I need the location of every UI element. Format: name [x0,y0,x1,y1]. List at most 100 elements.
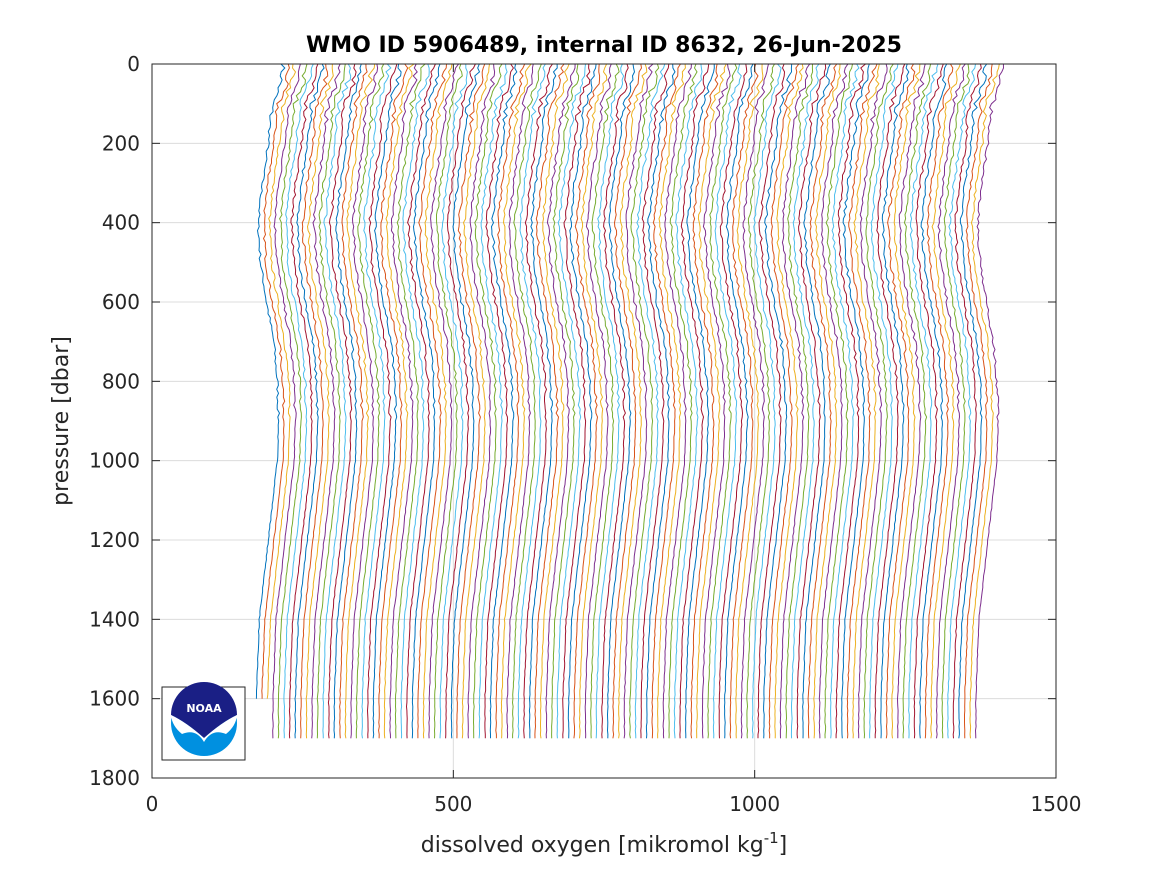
profile-line [405,63,436,739]
profile-line [740,63,769,739]
profile-line [696,63,727,739]
profile-line [729,63,759,739]
profile-line [746,63,775,739]
profile-line [422,63,453,739]
profile-line [300,63,329,739]
profile-line [428,63,459,739]
profile-line [885,63,916,739]
x-tick-label: 1500 [1031,792,1082,816]
profile-line [528,63,558,739]
profile-line [445,63,476,739]
profile-line [841,63,870,739]
profile-line [489,63,518,739]
profile-line [590,63,620,739]
profile-line [333,63,362,739]
profile-line [261,63,290,699]
profile-line [305,63,334,739]
y-tick-label: 1000 [89,449,140,473]
profile-line [523,63,553,739]
y-tick-label: 1800 [89,766,140,790]
profile-line [707,63,738,739]
profile-line [846,63,878,739]
profile-line [277,63,308,739]
profile-line [344,63,376,739]
profile-line [272,63,301,739]
profile-line [361,63,392,739]
profile-line [311,63,341,739]
noaa-logo-text: NOAA [186,702,222,715]
profile-line [779,63,811,739]
profile-line [634,63,666,739]
profile-line [316,63,346,739]
axis-ticks [151,63,1057,779]
profile-line [824,63,853,739]
plot-frame [151,63,1057,779]
profile-line [880,63,910,739]
profile-line [288,63,319,739]
profile-lines [255,63,1005,739]
chart-title: WMO ID 5906489, internal ID 8632, 26-Jun… [306,33,902,58]
profile-line [763,63,793,739]
profile-line [595,63,625,739]
profile-line [417,63,447,739]
profile-line [578,63,608,739]
profile-line [400,63,430,739]
profile-line [294,63,325,739]
profile-line [964,63,993,739]
profile-line [919,63,948,739]
profile-line [684,63,715,739]
profile-line [974,63,1005,739]
profile-line [495,63,526,739]
profile-line [567,63,597,739]
profile-line [472,63,503,739]
x-tick-label: 0 [146,792,159,816]
profile-line [958,63,988,739]
profile-line [930,63,961,739]
profile-line [673,63,703,739]
profile-line [461,63,490,739]
profile-line [790,63,820,739]
profile-line [891,63,921,739]
y-tick-label: 600 [102,290,140,314]
profile-line [969,63,1000,739]
profile-line [857,63,888,739]
y-tick-label: 0 [127,52,140,76]
profile-line [539,63,570,739]
x-tick-labels: 0 500 1000 1500 [146,792,1082,816]
profile-line [908,63,939,739]
y-tick-label: 1200 [89,528,140,552]
y-tick-label: 800 [102,369,140,393]
profile-line [378,63,409,739]
profile-line [339,63,368,739]
profile-line [718,63,748,739]
profile-line [255,63,286,699]
y-tick-label: 400 [102,211,140,235]
profile-line [874,63,906,739]
noaa-logo: NOAA [161,682,246,761]
profile-line [372,63,402,739]
profile-line [517,63,546,739]
profile-line [774,63,804,739]
profile-line [327,63,357,739]
profile-line [383,63,415,739]
profile-line [935,63,966,739]
profile-line [869,63,899,739]
profile-line [941,63,970,739]
profile-line [439,64,468,739]
profile-line [612,63,643,739]
profile-line [450,63,481,739]
profile-line [813,63,841,739]
profile-line [640,63,670,739]
y-tick-label: 200 [102,131,140,155]
x-tick-label: 1000 [729,792,780,816]
profile-line [662,63,692,739]
profile-line [768,63,800,739]
profile-line [478,63,508,739]
profile-line [896,63,926,739]
profile-line [623,63,654,739]
profile-line [712,63,742,739]
profile-line [751,63,782,739]
profile-line [913,63,944,739]
profile-line [500,63,532,739]
profile-line [668,63,698,739]
